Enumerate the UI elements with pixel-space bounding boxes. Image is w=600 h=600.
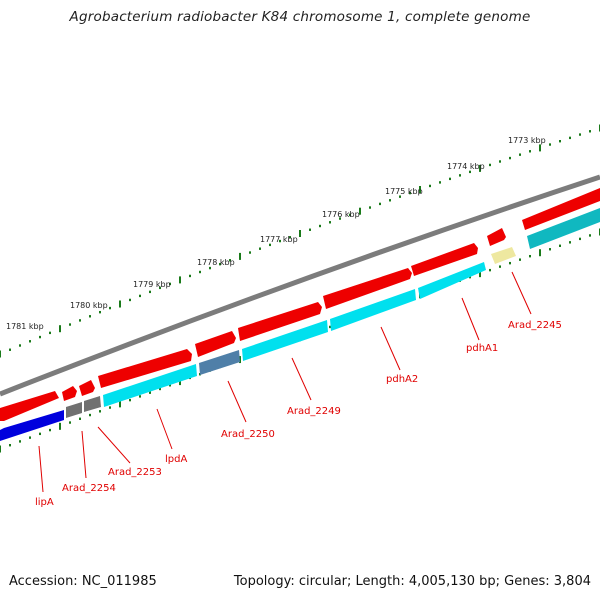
gene-label-lipa[interactable]: lipA <box>35 497 54 508</box>
kbp-label-1774: 1774 kbp <box>447 162 485 171</box>
kbp-label-1781: 1781 kbp <box>6 322 44 331</box>
gene-arad2249-block[interactable] <box>242 320 328 361</box>
gene-label-pdha2[interactable]: pdhA2 <box>386 374 418 385</box>
gene-arad2253-block[interactable] <box>84 396 101 412</box>
gene-forward-7[interactable] <box>323 268 412 309</box>
accession-text: Accession: NC_011985 <box>9 574 157 589</box>
leader-lpda <box>156 408 173 450</box>
leader-arad2250 <box>227 380 247 423</box>
leader-arad2245 <box>511 271 532 315</box>
gene-forward-2[interactable] <box>62 386 77 401</box>
leader-pdha1 <box>461 297 480 341</box>
gene-forward-9[interactable] <box>487 228 506 246</box>
gene-forward-8[interactable] <box>411 243 478 276</box>
gene-forward-10[interactable] <box>522 188 600 230</box>
gene-label-arad2249[interactable]: Arad_2249 <box>287 406 341 417</box>
kbp-label-1776: 1776 kbp <box>322 210 360 219</box>
gene-forward-5[interactable] <box>195 331 236 357</box>
gene-reverse-edge[interactable] <box>527 208 600 249</box>
gene-label-arad2253[interactable]: Arad_2253 <box>108 467 162 478</box>
leader-pdha2 <box>380 326 401 371</box>
gene-forward-1[interactable] <box>0 391 59 421</box>
gene-forward-3[interactable] <box>79 380 95 396</box>
gene-label-leaders <box>38 271 532 493</box>
gene-pdhA1-block[interactable] <box>418 262 486 299</box>
kbp-labels: 1773 kbp 1774 kbp 1775 kbp 1776 kbp 1777… <box>6 136 546 331</box>
gene-label-arad2254[interactable]: Arad_2254 <box>62 483 116 494</box>
gene-forward-6[interactable] <box>238 302 322 341</box>
map-title: Agrobacterium radiobacter K84 chromosome… <box>69 9 531 25</box>
leader-arad2253 <box>97 426 131 464</box>
genome-stats-text: Topology: circular; Length: 4,005,130 bp… <box>233 574 591 589</box>
chromosome-backbone <box>0 174 600 397</box>
kbp-label-1779: 1779 kbp <box>133 280 171 289</box>
gene-label-arad2250[interactable]: Arad_2250 <box>221 429 275 440</box>
gene-label-pdha1[interactable]: pdhA1 <box>466 343 498 354</box>
leader-arad2254 <box>81 430 87 479</box>
kbp-label-1778: 1778 kbp <box>197 258 235 267</box>
gene-forward-4[interactable] <box>98 349 192 388</box>
reverse-strand-genes <box>0 208 600 441</box>
kbp-label-1773: 1773 kbp <box>508 136 546 145</box>
leader-lipa <box>38 445 44 493</box>
gene-pdhA2-block[interactable] <box>330 289 416 331</box>
gene-labels: Arad_2245 pdhA1 pdhA2 Arad_2249 Arad_225… <box>35 320 562 508</box>
gene-arad2254-block[interactable] <box>66 402 82 418</box>
kbp-label-1775: 1775 kbp <box>385 187 423 196</box>
gene-arad2250-block[interactable] <box>199 350 240 375</box>
gene-label-lpda[interactable]: lpdA <box>165 454 187 465</box>
leader-arad2249 <box>291 357 312 401</box>
gene-arad2245-block[interactable] <box>491 247 516 264</box>
kbp-label-1780: 1780 kbp <box>70 301 108 310</box>
forward-strand-genes <box>0 188 600 421</box>
gene-lipA-block[interactable] <box>0 410 64 441</box>
gene-lpdA-block[interactable] <box>103 364 197 407</box>
kbp-label-1777: 1777 kbp <box>260 235 298 244</box>
outer-kbp-ticks <box>0 124 600 358</box>
gene-label-arad2245[interactable]: Arad_2245 <box>508 320 562 331</box>
